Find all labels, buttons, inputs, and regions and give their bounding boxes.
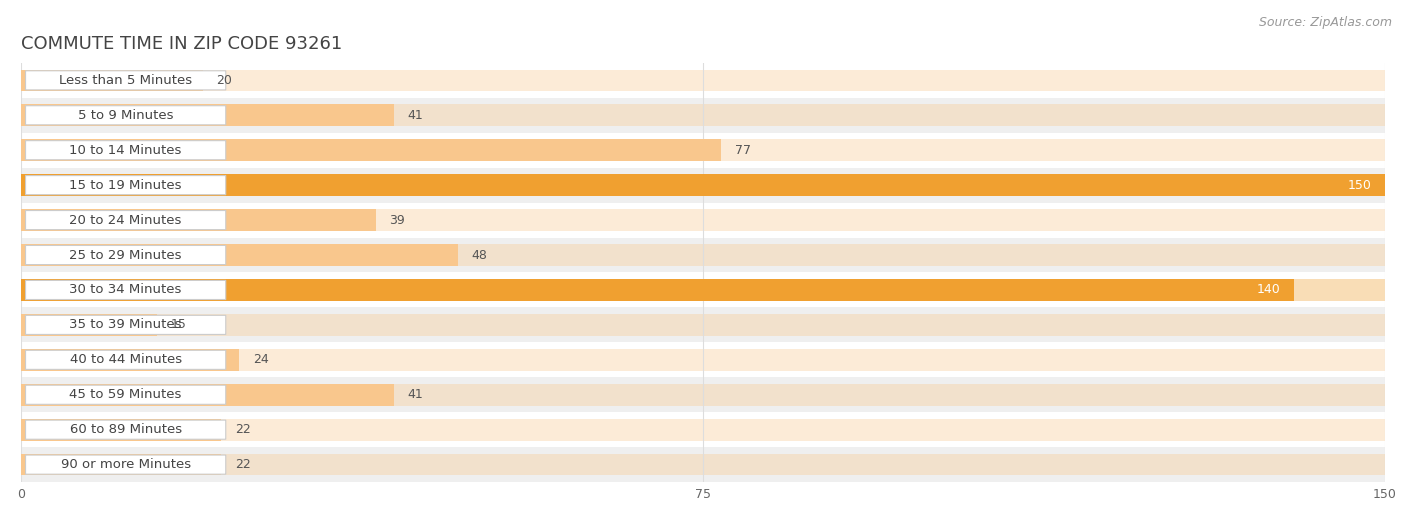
Bar <box>21 279 1385 301</box>
Text: Source: ZipAtlas.com: Source: ZipAtlas.com <box>1258 16 1392 29</box>
Text: 41: 41 <box>408 388 423 401</box>
Bar <box>21 70 1385 91</box>
Bar <box>21 104 394 126</box>
Bar <box>21 70 202 91</box>
Text: 48: 48 <box>471 248 486 261</box>
Text: 39: 39 <box>389 214 405 226</box>
Bar <box>21 377 1385 412</box>
FancyBboxPatch shape <box>25 106 226 125</box>
Text: 60 to 89 Minutes: 60 to 89 Minutes <box>69 423 181 436</box>
Bar <box>21 174 1385 196</box>
Bar <box>21 419 1385 441</box>
Bar <box>21 349 239 370</box>
Bar <box>21 279 1294 301</box>
Text: 90 or more Minutes: 90 or more Minutes <box>60 458 191 471</box>
Text: 41: 41 <box>408 109 423 122</box>
FancyBboxPatch shape <box>25 245 226 265</box>
Bar <box>21 63 1385 98</box>
FancyBboxPatch shape <box>25 280 226 300</box>
Text: Less than 5 Minutes: Less than 5 Minutes <box>59 74 193 87</box>
Bar <box>21 342 1385 377</box>
Bar <box>21 168 1385 203</box>
FancyBboxPatch shape <box>25 211 226 230</box>
Text: 10 to 14 Minutes: 10 to 14 Minutes <box>69 144 181 157</box>
Bar <box>21 139 721 161</box>
Bar <box>21 133 1385 168</box>
Text: 40 to 44 Minutes: 40 to 44 Minutes <box>69 353 181 366</box>
Text: COMMUTE TIME IN ZIP CODE 93261: COMMUTE TIME IN ZIP CODE 93261 <box>21 35 342 53</box>
Text: 25 to 29 Minutes: 25 to 29 Minutes <box>69 248 181 261</box>
FancyBboxPatch shape <box>25 385 226 405</box>
Bar <box>21 454 221 475</box>
Bar <box>21 174 1385 196</box>
Text: 77: 77 <box>735 144 751 157</box>
Bar <box>21 314 1385 336</box>
FancyBboxPatch shape <box>25 315 226 334</box>
Text: 22: 22 <box>235 458 250 471</box>
Bar <box>21 244 1385 266</box>
Text: 20: 20 <box>217 74 232 87</box>
Text: 45 to 59 Minutes: 45 to 59 Minutes <box>69 388 181 401</box>
Text: 15 to 19 Minutes: 15 to 19 Minutes <box>69 179 181 192</box>
Bar <box>21 139 1385 161</box>
Bar <box>21 349 1385 370</box>
FancyBboxPatch shape <box>25 71 226 90</box>
FancyBboxPatch shape <box>25 140 226 160</box>
Bar <box>21 454 1385 475</box>
Bar <box>21 203 1385 237</box>
Bar <box>21 272 1385 308</box>
Bar <box>21 384 1385 406</box>
Bar <box>21 244 457 266</box>
Bar <box>21 209 375 231</box>
Text: 140: 140 <box>1257 283 1281 297</box>
Bar <box>21 209 1385 231</box>
FancyBboxPatch shape <box>25 420 226 439</box>
Bar <box>21 237 1385 272</box>
FancyBboxPatch shape <box>25 455 226 474</box>
Bar <box>21 104 1385 126</box>
Text: 30 to 34 Minutes: 30 to 34 Minutes <box>69 283 181 297</box>
Text: 5 to 9 Minutes: 5 to 9 Minutes <box>77 109 173 122</box>
FancyBboxPatch shape <box>25 176 226 195</box>
Bar <box>21 412 1385 447</box>
Bar <box>21 384 394 406</box>
Text: 22: 22 <box>235 423 250 436</box>
Text: 15: 15 <box>172 319 187 331</box>
Bar <box>21 308 1385 342</box>
Bar <box>21 447 1385 482</box>
Text: 35 to 39 Minutes: 35 to 39 Minutes <box>69 319 181 331</box>
Bar <box>21 419 221 441</box>
Bar <box>21 314 157 336</box>
Text: 24: 24 <box>253 353 269 366</box>
Text: 20 to 24 Minutes: 20 to 24 Minutes <box>69 214 181 226</box>
FancyBboxPatch shape <box>25 350 226 369</box>
Bar <box>21 98 1385 133</box>
Text: 150: 150 <box>1347 179 1371 192</box>
